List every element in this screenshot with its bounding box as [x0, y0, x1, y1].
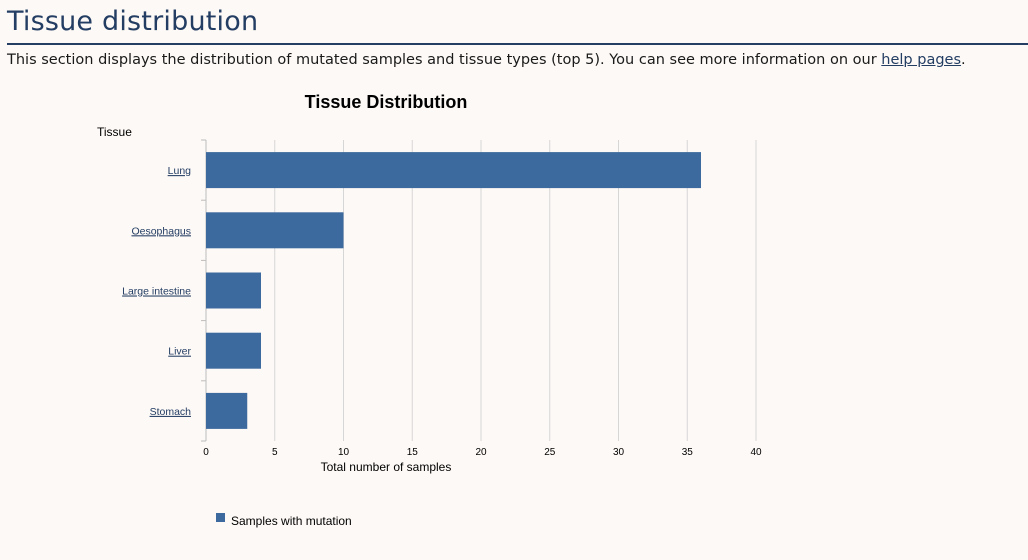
x-tick-label-15: 15 — [407, 447, 419, 458]
x-tick-label-25: 25 — [544, 447, 556, 458]
intro-suffix: . — [961, 52, 966, 68]
bar-oesophagus[interactable] — [206, 212, 344, 249]
bar-lung[interactable] — [206, 152, 701, 189]
x-tick-label-35: 35 — [682, 447, 694, 458]
y-axis-label: Tissue — [97, 125, 132, 139]
x-tick-label-0: 0 — [203, 447, 209, 458]
bar-large-intestine[interactable] — [206, 272, 261, 309]
tissue-link-stomach[interactable]: Stomach — [150, 406, 192, 418]
x-tick-label-5: 5 — [272, 447, 278, 458]
bars — [206, 152, 701, 429]
tissue-link-oesophagus[interactable]: Oesophagus — [131, 225, 191, 237]
tissue-link-large-intestine[interactable]: Large intestine — [122, 286, 191, 298]
intro-prefix: This section displays the distribution o… — [7, 52, 882, 68]
title-divider — [7, 43, 1028, 45]
legend: Samples with mutation — [216, 513, 352, 528]
bar-liver[interactable] — [206, 332, 261, 369]
bar-stomach[interactable] — [206, 392, 248, 429]
x-tick-label-20: 20 — [475, 447, 487, 458]
section-title: Tissue distribution — [7, 6, 259, 37]
x-tick-label-30: 30 — [613, 447, 625, 458]
tissue-link-lung[interactable]: Lung — [168, 165, 192, 177]
help-pages-link[interactable]: help pages — [881, 52, 962, 68]
y-axis-ticks: Lung Oesophagus Large intestine Liver Stomac… — [122, 165, 191, 418]
intro-text: This section displays the distribution o… — [7, 52, 966, 68]
x-tick-label-10: 10 — [338, 447, 350, 458]
x-axis-label: Total number of samples — [321, 460, 452, 474]
x-axis-ticks: 0 5 10 15 20 25 30 35 40 — [203, 447, 762, 458]
legend-label: Samples with mutation — [231, 514, 352, 528]
legend-swatch — [216, 513, 225, 522]
chart-title: Tissue Distribution — [305, 92, 468, 112]
grid-lines — [201, 139, 757, 442]
x-tick-label-40: 40 — [750, 447, 762, 458]
tissue-link-liver[interactable]: Liver — [168, 346, 191, 358]
